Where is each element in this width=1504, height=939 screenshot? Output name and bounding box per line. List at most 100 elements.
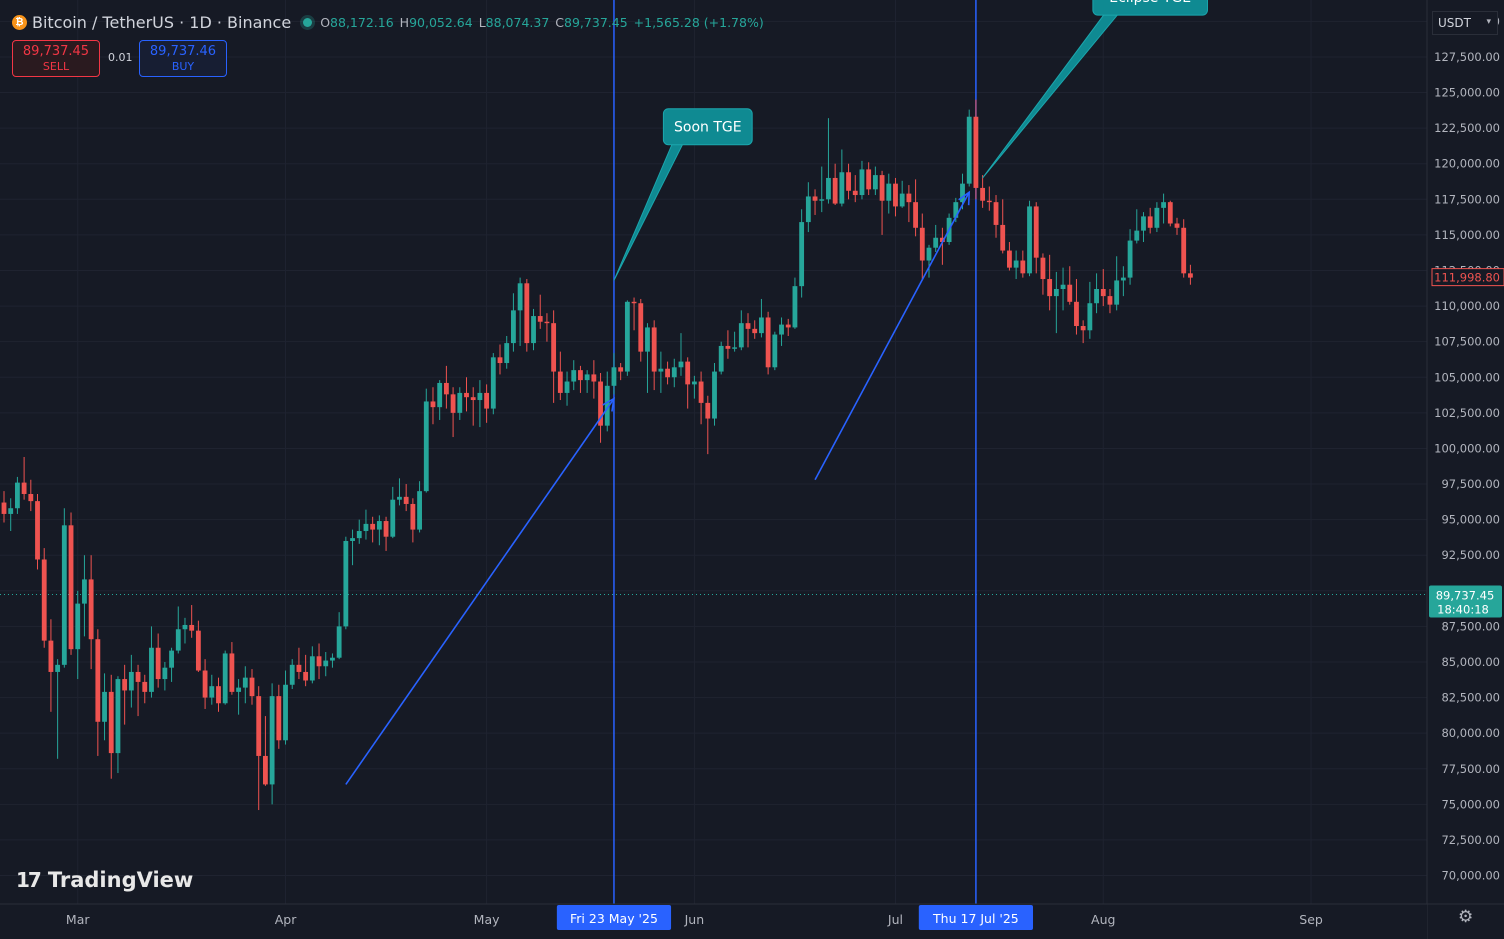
date-marker-label-box[interactable] <box>556 905 672 930</box>
sell-button[interactable]: 89,737.45 SELL <box>12 40 100 77</box>
trend-arrows[interactable] <box>345 190 971 785</box>
candle-body <box>403 496 409 504</box>
candle-body <box>852 190 858 196</box>
candle-body <box>759 317 764 334</box>
open-value: 88,172.16 <box>330 14 394 30</box>
candle-body <box>604 385 610 426</box>
candle-body <box>551 323 557 372</box>
trend-arrow-line[interactable] <box>814 191 970 481</box>
candle-body <box>95 639 101 722</box>
candle-body <box>772 334 778 368</box>
price-tick-label: 102,500.00 <box>1434 406 1500 420</box>
time-axis[interactable]: Mar Apr May Jun Jul Aug Sep Fri 23 May '25 Thu 1… <box>0 903 1504 939</box>
candle-body <box>363 523 369 532</box>
candle-body <box>812 196 818 201</box>
candle-body <box>611 367 617 386</box>
trend-arrow-head <box>958 190 971 206</box>
change-value: +1,565.28 (+1.78%) <box>633 14 764 30</box>
candle-body <box>68 525 74 650</box>
candle-body <box>752 328 758 334</box>
price-axis[interactable]: 70,000.00 72,500.00 75,000.00 77,500.00 80,0… <box>1426 0 1504 939</box>
candle-body <box>1127 240 1133 278</box>
buy-label: BUY <box>171 59 195 73</box>
candle-body <box>323 660 329 667</box>
candle-body <box>61 525 67 665</box>
candle-body <box>893 183 898 207</box>
price-tick-label: 125,000.00 <box>1434 86 1500 100</box>
tradingview-logo[interactable]: 𝟭𝟳 TradingView <box>16 868 193 892</box>
candle-body <box>108 691 114 754</box>
gear-icon[interactable]: ⚙ <box>1458 907 1474 927</box>
price-tick-label: 120,000.00 <box>1434 157 1500 171</box>
time-tick-label: Mar <box>66 912 90 927</box>
candle-body <box>906 193 912 203</box>
candle-body <box>799 222 805 287</box>
date-marker-label-box[interactable] <box>918 905 1034 930</box>
candle-body <box>745 323 751 329</box>
candle-body <box>316 656 322 667</box>
price-tick-label: 97,500.00 <box>1441 477 1500 491</box>
candle-body <box>966 116 972 184</box>
candle-body <box>1181 227 1187 274</box>
candle-body <box>1107 296 1113 305</box>
candle-body <box>423 401 429 492</box>
candle-body <box>839 172 845 204</box>
high-value: 90,052.64 <box>409 14 473 30</box>
currency-selector[interactable]: USDT ▾ <box>1432 11 1498 35</box>
tradingview-logo-icon: 𝟭𝟳 <box>16 868 42 892</box>
close-label: C <box>555 14 565 30</box>
price-axis-background <box>1427 0 1504 939</box>
candle-body <box>631 301 637 304</box>
candle-body <box>162 667 168 680</box>
last-close-box <box>1431 268 1504 287</box>
candle-body <box>48 640 54 672</box>
price-tick-label: 72,500.00 <box>1441 833 1500 847</box>
symbol-title[interactable]: Bitcoin / TetherUS · 1D · Binance <box>32 12 292 32</box>
candle-body <box>82 579 87 604</box>
candle-body <box>879 175 885 201</box>
price-tick-label: 115,000.00 <box>1434 228 1500 242</box>
candle-body <box>189 624 195 631</box>
candle-body <box>1087 303 1093 331</box>
candle-body <box>899 193 905 207</box>
callout-box[interactable] <box>662 108 753 146</box>
order-quantity[interactable]: 0.01 <box>108 51 133 64</box>
candle-body <box>645 327 650 352</box>
candle-body <box>691 381 697 385</box>
candle-body <box>544 321 550 324</box>
candle-body <box>986 200 992 203</box>
buy-button[interactable]: 89,737.46 BUY <box>139 40 227 77</box>
candle-body <box>122 679 128 691</box>
candle-body <box>1114 280 1120 305</box>
candle-body <box>1033 206 1039 258</box>
trend-arrow-line[interactable] <box>345 398 615 785</box>
candle-body <box>718 345 724 372</box>
candle-body <box>430 401 436 408</box>
candle-body <box>980 187 986 201</box>
candle-body <box>578 370 583 381</box>
time-tick-label: Apr <box>275 912 297 927</box>
candle-body <box>658 368 664 372</box>
candle-body <box>417 491 422 530</box>
candle-body <box>169 650 174 668</box>
candle-body <box>88 579 94 640</box>
candle-body <box>671 367 677 378</box>
candle-body <box>584 374 590 381</box>
candle-body <box>443 382 449 395</box>
candle-body <box>1013 260 1019 268</box>
candle-body <box>1161 202 1167 208</box>
candle-body <box>356 531 362 539</box>
candle-body <box>1080 326 1086 331</box>
callout-annotations[interactable]: Soon TGE Eclipse TGE <box>613 0 1208 281</box>
candle-body <box>376 521 382 530</box>
candle-body <box>242 677 248 688</box>
candle-body <box>779 324 784 335</box>
price-tick-label: 80,000.00 <box>1441 726 1500 740</box>
callout-box[interactable] <box>1092 0 1208 16</box>
candle-body <box>524 283 530 344</box>
price-tick-label: 110,000.00 <box>1434 299 1500 313</box>
candle-body <box>1187 273 1193 278</box>
candle-body <box>142 681 148 692</box>
price-tick-label: 105,000.00 <box>1434 370 1500 384</box>
